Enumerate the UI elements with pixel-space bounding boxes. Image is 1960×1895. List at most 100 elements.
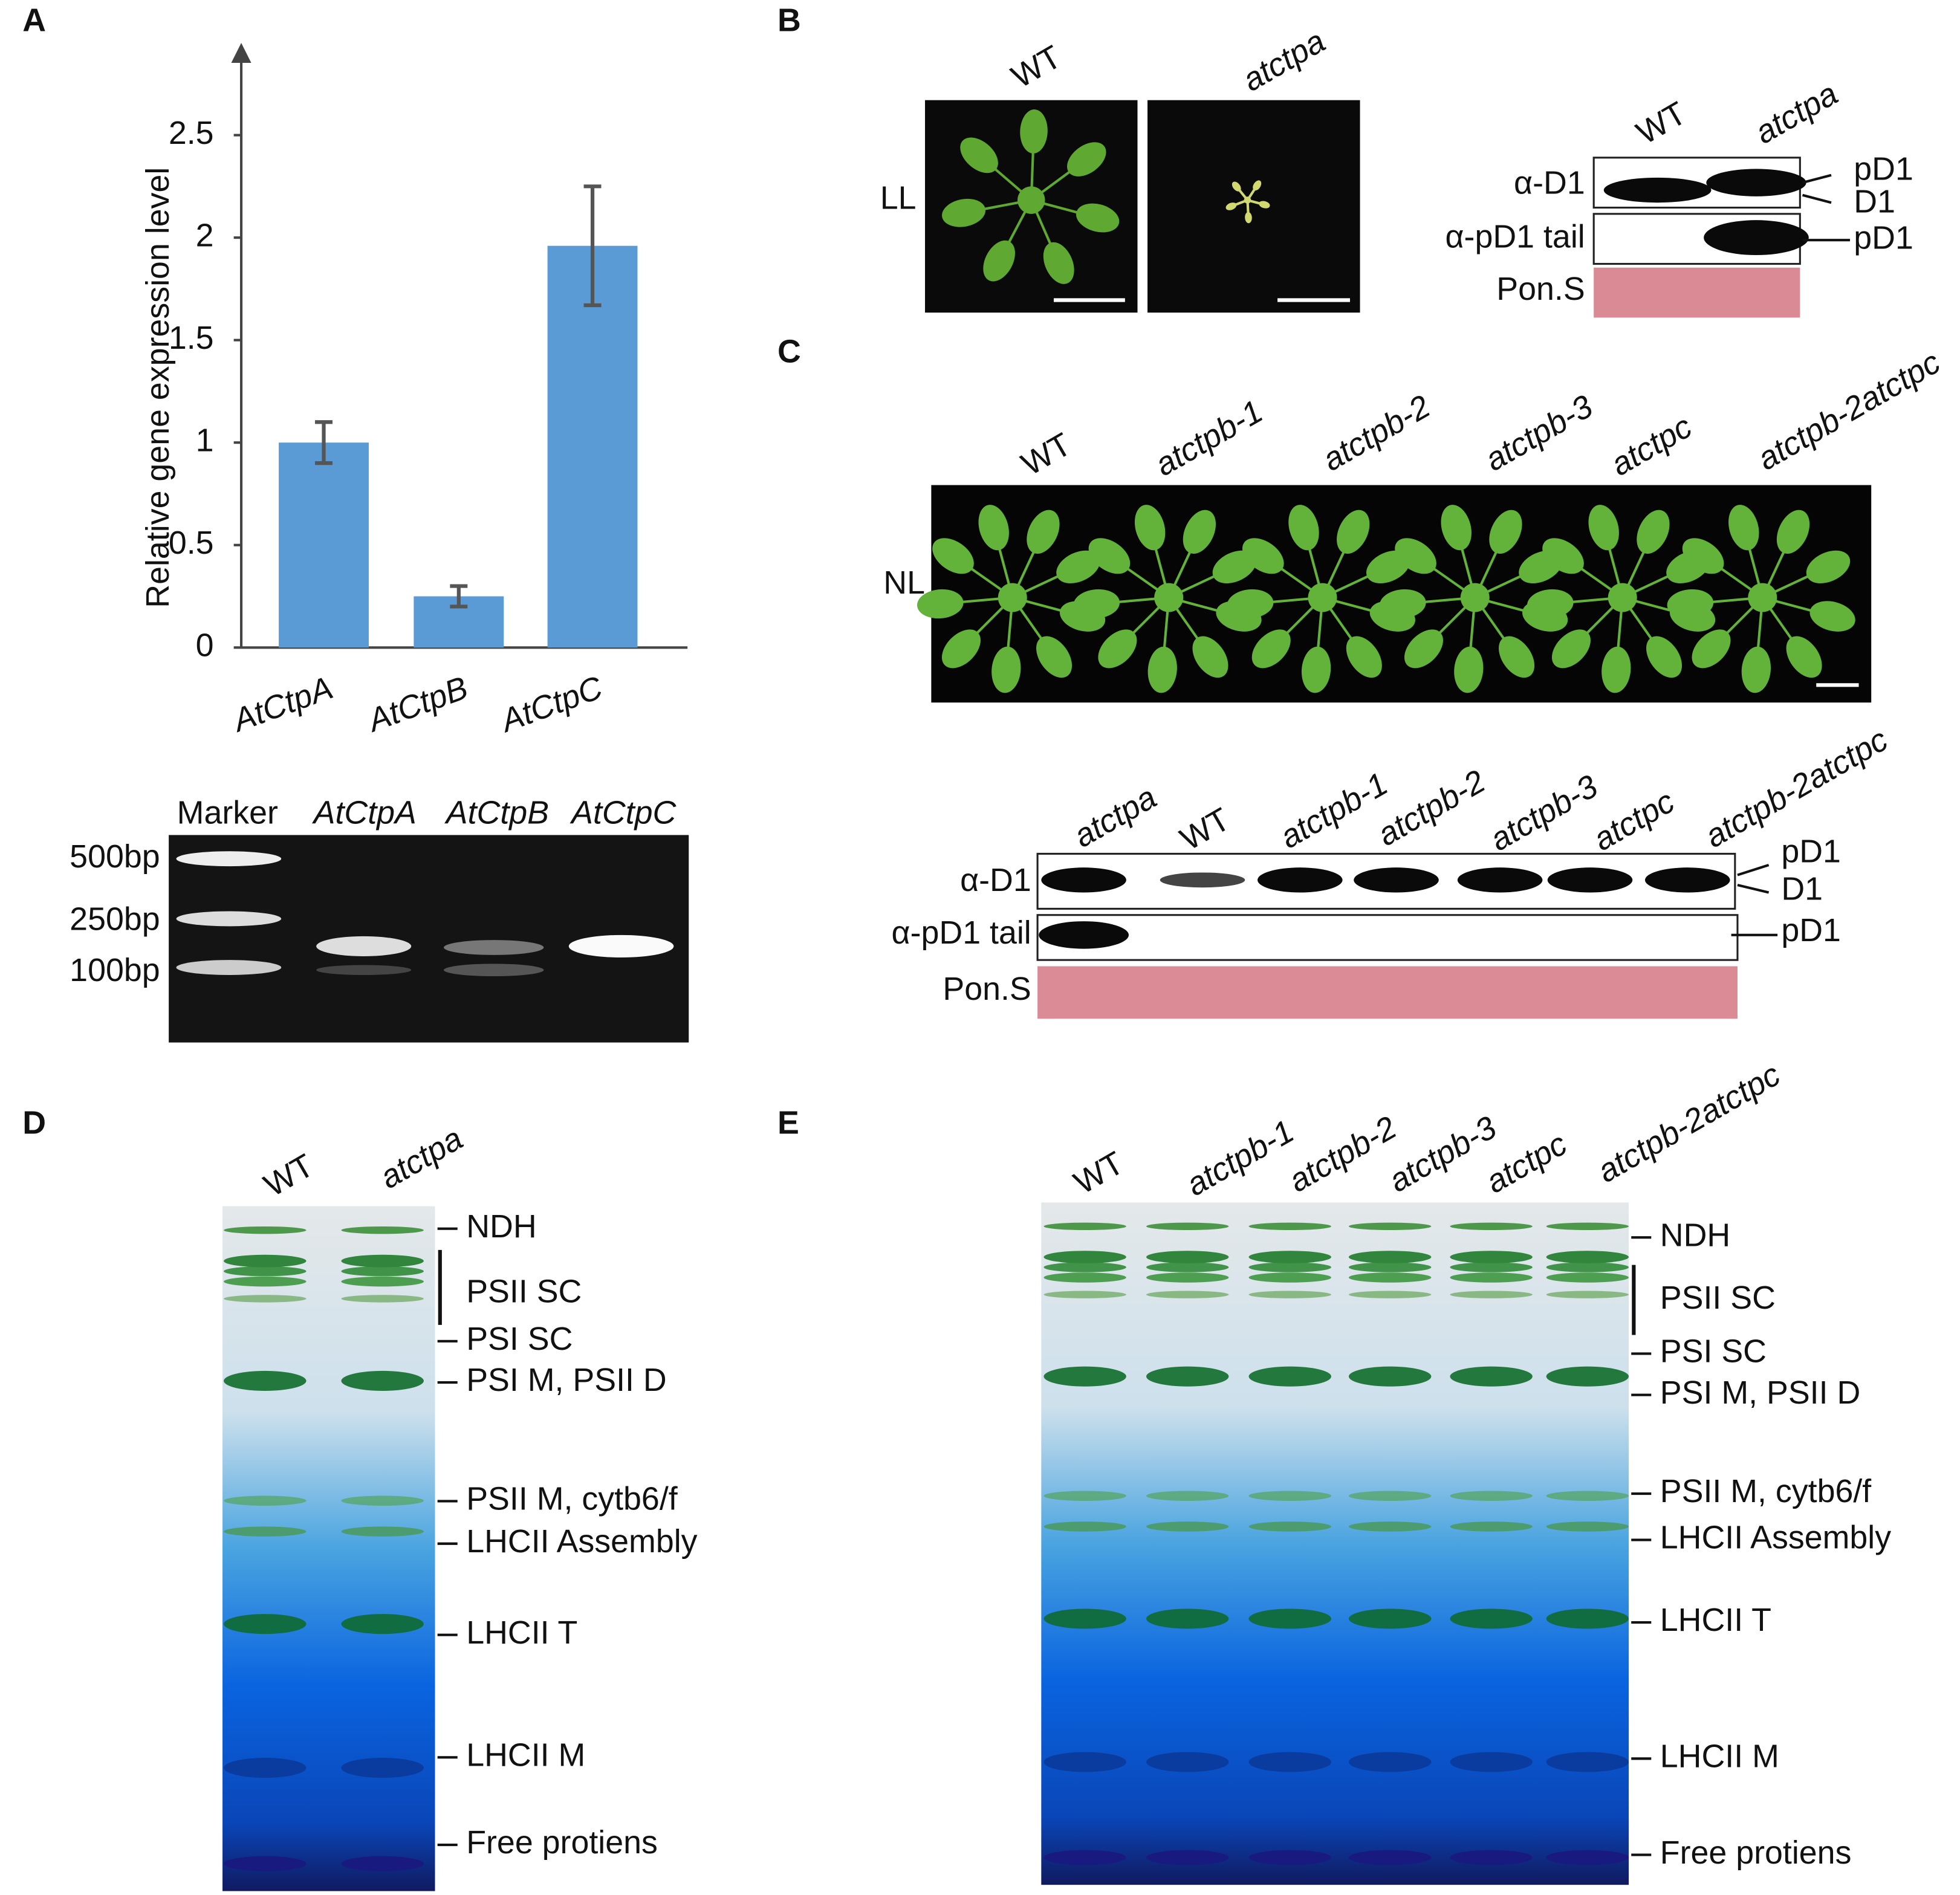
leaf [1017, 186, 1045, 214]
blot-lane-label: atctpc [1587, 783, 1680, 858]
leaf [1441, 505, 1472, 551]
error-bar [315, 420, 333, 465]
gel-band [1248, 1752, 1331, 1772]
gel-band [1348, 1850, 1432, 1865]
gel-band [1546, 1752, 1629, 1772]
gel-band [1043, 1608, 1126, 1629]
gel-band [1146, 1752, 1229, 1772]
leaf [917, 589, 964, 619]
gel-band [1043, 1366, 1126, 1387]
gel-band [1248, 1366, 1331, 1387]
gel-band [1248, 1262, 1331, 1272]
gel-band [341, 1758, 424, 1778]
blot-lane-label: WT [1631, 95, 1692, 152]
gel-band [1146, 1222, 1229, 1231]
condition-label: LL [880, 180, 917, 216]
size-label: 500bp [70, 838, 160, 875]
blot-lane-label: atctpa [1749, 76, 1844, 151]
gel-band [224, 1370, 307, 1391]
leaf [1245, 212, 1252, 224]
band-label: pD1 [1781, 834, 1841, 870]
gel-band [1043, 1850, 1126, 1865]
gel-band [1248, 1521, 1331, 1532]
gel-band [1450, 1272, 1533, 1283]
panel-label: D [22, 1104, 46, 1141]
leaf [1588, 505, 1619, 551]
leaf [1786, 636, 1822, 678]
band-label: D1 [1781, 871, 1823, 907]
leaf [1076, 203, 1120, 233]
band-label: PSII SC [1660, 1280, 1776, 1316]
leaf [1212, 550, 1257, 584]
gel-band [341, 1856, 424, 1871]
size-label: 100bp [70, 952, 160, 988]
leaf [1225, 202, 1237, 210]
gel-band [1043, 1491, 1126, 1501]
band-label: PSII M, cytb6/f [1660, 1473, 1872, 1509]
band-label: Free protiens [466, 1824, 658, 1861]
gel-band [1348, 1491, 1432, 1501]
gel-band [1546, 1272, 1629, 1283]
gel-lane-label: atctpb-2atctpc [1591, 1056, 1786, 1190]
gel-band [341, 1254, 424, 1268]
band-label: LHCII T [466, 1615, 577, 1651]
band-label: pD1 [1854, 219, 1913, 256]
gel-lane-label: AtCtpA [312, 795, 417, 831]
gel-band [1348, 1366, 1432, 1387]
leaf [998, 583, 1027, 612]
gel-band [1348, 1272, 1432, 1283]
gel-band [341, 1266, 424, 1277]
blot-band [1354, 867, 1439, 893]
gel-band [1546, 1850, 1629, 1865]
dna-band [443, 964, 544, 977]
band-label: LHCII M [1660, 1738, 1779, 1775]
photo-lane-label: atctpa [1236, 23, 1331, 99]
blot-row-label: α-pD1 tail [1445, 218, 1585, 254]
blot-band [1704, 220, 1809, 256]
gel-band [1146, 1272, 1229, 1283]
blot-lane-label: atctpb-1 [1274, 765, 1394, 855]
leaf [960, 137, 998, 173]
gel-band [1450, 1608, 1533, 1629]
gel-band [1043, 1222, 1126, 1231]
leaf [1056, 550, 1100, 584]
size-label: 250bp [70, 901, 160, 937]
leaf [1259, 201, 1270, 209]
leaf [1489, 510, 1522, 554]
gel-band [1348, 1752, 1432, 1772]
blot-row-label: Pon.S [1496, 271, 1585, 307]
y-tick-label: 0 [196, 627, 214, 663]
gel-band [1146, 1608, 1229, 1629]
leaf [942, 198, 986, 227]
gel-band [1248, 1272, 1331, 1283]
gel-band [1248, 1291, 1331, 1298]
leaf [1067, 142, 1106, 177]
blot-band [1039, 921, 1129, 949]
gel-band [1450, 1752, 1533, 1772]
leaf [1395, 538, 1436, 574]
leaf [1682, 538, 1724, 574]
leaf [1043, 242, 1074, 284]
leaf [1776, 510, 1810, 554]
photo-lane-label: atctpb-3 [1479, 388, 1598, 478]
band-pointer [1731, 864, 1778, 936]
leaf [1227, 589, 1274, 619]
blot-lane-label: atctpb-2 [1371, 763, 1491, 853]
gel-lane-label: WT [1068, 1145, 1129, 1202]
blot-band [1257, 867, 1343, 893]
leaf [1741, 646, 1771, 693]
blot-band [1160, 872, 1245, 888]
gel-band [341, 1526, 424, 1537]
band-pointer [1802, 173, 1851, 242]
gel-band [1450, 1850, 1533, 1865]
gel-band [1450, 1251, 1533, 1263]
blot-band [1706, 169, 1806, 196]
leaf [1253, 180, 1262, 191]
dna-band [316, 965, 412, 975]
gel-band [1546, 1521, 1629, 1532]
gel-band [1043, 1752, 1126, 1772]
y-tick-label: 1.5 [169, 320, 214, 356]
blot-lane-label: atctpa [1068, 779, 1163, 855]
gel-band [1146, 1366, 1229, 1387]
dna-band [176, 911, 282, 927]
